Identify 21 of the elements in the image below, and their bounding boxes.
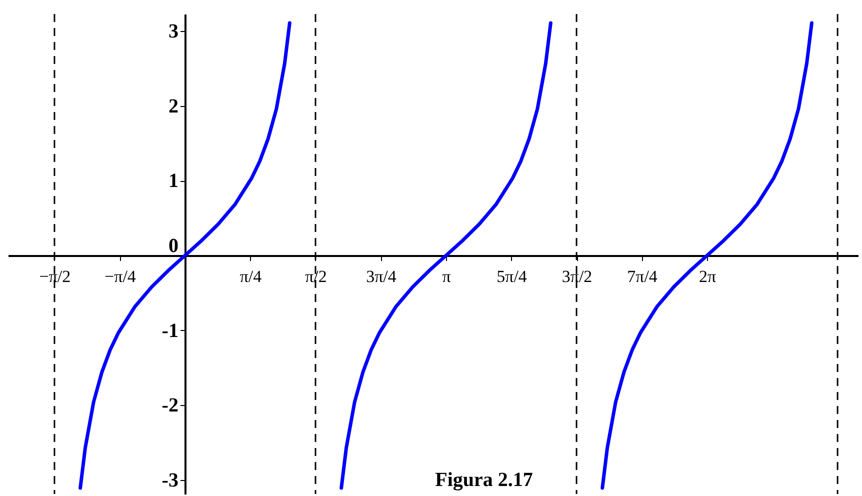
x-tick-label: 3π/2 bbox=[562, 266, 592, 286]
y-tick-label: -2 bbox=[162, 394, 178, 417]
y-tick-label: 1 bbox=[168, 170, 178, 192]
x-tick-label: π bbox=[442, 266, 452, 286]
x-tick-label: −π/4 bbox=[104, 266, 136, 286]
x-tick-label: π/4 bbox=[240, 266, 262, 286]
x-tick-label: 2π bbox=[698, 266, 716, 286]
y-tick-label: -1 bbox=[162, 320, 178, 342]
x-tick-label: 3π/4 bbox=[366, 266, 397, 286]
line-series bbox=[78, 21, 292, 490]
line-series bbox=[340, 21, 552, 490]
y-tick-label: 3 bbox=[168, 20, 178, 43]
y-tick-label: 0 bbox=[168, 234, 178, 257]
line-series bbox=[600, 21, 814, 490]
x-tick-label: −π/2 bbox=[39, 266, 71, 286]
x-tick-label: π/2 bbox=[305, 266, 327, 286]
x-tick-label: 7π/4 bbox=[627, 266, 658, 286]
x-tick-label: 5π/4 bbox=[496, 266, 528, 286]
y-tick-label: 2 bbox=[168, 95, 178, 118]
annotation: Figura 2.17 bbox=[435, 469, 533, 491]
y-tick-label: -3 bbox=[162, 469, 178, 492]
